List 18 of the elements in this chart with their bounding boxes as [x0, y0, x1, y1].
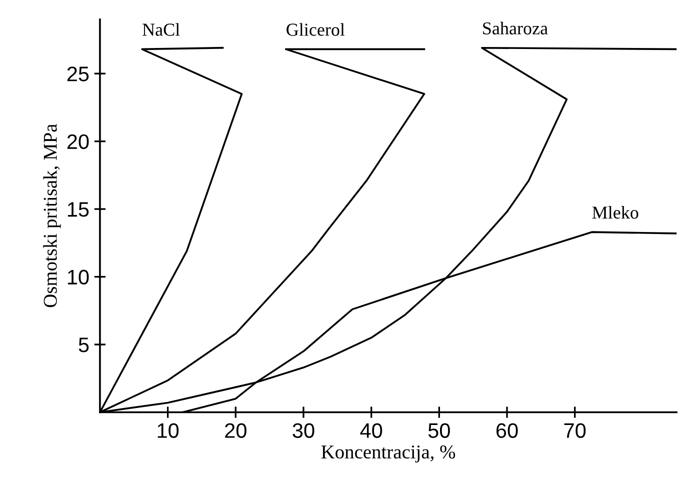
y-axis-title: Osmotski pritisak, MPa: [43, 124, 61, 308]
x-tick-label: 30: [292, 423, 314, 438]
y-tick-label: 5: [78, 338, 89, 352]
x-tick-label: 60: [496, 423, 518, 438]
x-axis-title: Koncentracija, %: [321, 445, 456, 462]
y-tick-label: 20: [67, 134, 89, 150]
x-tick-label: 20: [225, 423, 246, 438]
x-tick-label: 10: [158, 423, 179, 438]
series-label: Saharoza: [483, 22, 548, 34]
y-tick-label: 10: [68, 270, 89, 285]
x-tick-label: 70: [564, 423, 586, 438]
x-tick-label: 40: [360, 423, 382, 438]
series-label: Mleko: [592, 206, 638, 219]
series-label: NaCl: [142, 23, 180, 36]
y-tick-label: 25: [67, 66, 89, 82]
x-tick-label: 50: [428, 423, 450, 438]
y-tick-label: 15: [68, 202, 89, 217]
series-label: Glicerol: [286, 23, 345, 36]
